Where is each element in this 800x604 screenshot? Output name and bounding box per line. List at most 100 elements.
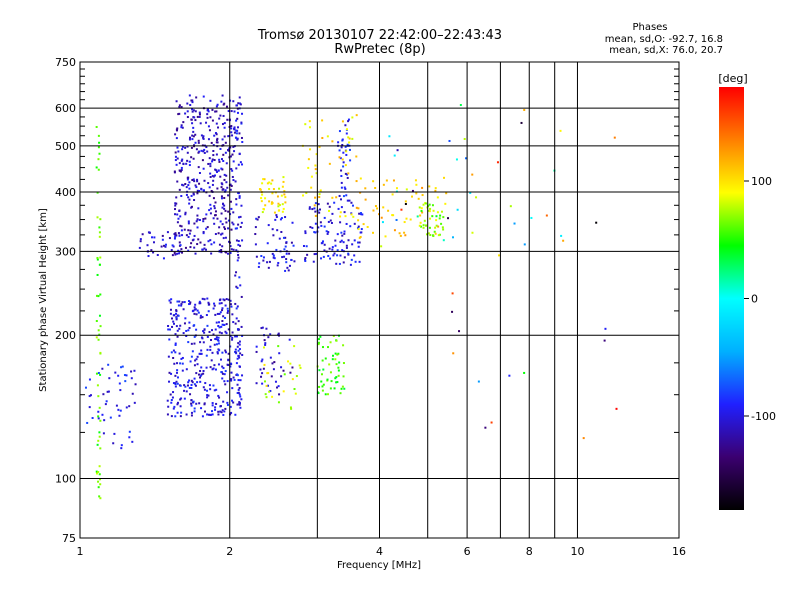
data-point <box>327 220 330 223</box>
colorbar-label: [deg] <box>718 72 747 85</box>
data-point <box>88 406 91 409</box>
data-point <box>193 116 196 119</box>
data-point <box>191 310 194 313</box>
data-point <box>200 352 203 355</box>
data-point <box>226 391 229 394</box>
data-point <box>192 178 195 181</box>
data-point <box>342 375 345 378</box>
data-point <box>216 103 219 106</box>
data-point <box>198 182 201 185</box>
data-point <box>88 378 91 381</box>
data-point <box>278 237 281 240</box>
data-point <box>161 234 164 237</box>
data-point <box>260 327 263 330</box>
data-point <box>266 242 269 245</box>
y-tick-label: 500 <box>55 140 76 153</box>
data-point <box>205 121 208 124</box>
data-point <box>329 387 332 390</box>
data-point <box>357 225 360 228</box>
data-point <box>206 348 209 351</box>
data-point <box>172 391 175 394</box>
data-point <box>440 222 443 225</box>
data-point <box>237 349 240 352</box>
data-point <box>187 184 190 187</box>
data-point <box>118 414 121 417</box>
data-point <box>187 329 190 332</box>
data-point <box>340 181 343 184</box>
data-point <box>240 398 243 401</box>
data-point <box>174 202 177 205</box>
data-point <box>215 133 218 136</box>
data-point <box>214 168 217 171</box>
data-point <box>351 137 354 140</box>
data-point <box>425 224 428 227</box>
data-point <box>91 417 94 420</box>
data-point <box>179 170 182 173</box>
data-point <box>223 173 226 176</box>
data-point <box>212 367 215 370</box>
data-point <box>96 191 99 194</box>
data-point <box>277 385 280 388</box>
data-point <box>178 209 181 212</box>
data-point <box>330 380 333 383</box>
data-point <box>451 292 454 295</box>
data-point <box>97 471 100 474</box>
data-point <box>213 222 216 225</box>
data-point <box>289 406 292 409</box>
data-point <box>340 239 343 242</box>
data-point <box>241 374 244 377</box>
data-point <box>281 210 284 213</box>
data-point <box>271 252 274 255</box>
data-point <box>224 349 227 352</box>
data-point <box>172 407 175 410</box>
data-point <box>222 153 225 156</box>
data-point <box>169 312 172 315</box>
data-point <box>98 235 101 238</box>
data-point <box>176 221 179 224</box>
data-point <box>523 371 526 374</box>
data-point <box>350 213 353 216</box>
data-point <box>278 187 281 190</box>
data-point <box>237 320 240 323</box>
data-point <box>330 221 333 224</box>
data-point <box>341 158 344 161</box>
data-point <box>267 336 270 339</box>
data-point <box>358 241 361 244</box>
data-point <box>211 413 214 416</box>
data-point <box>174 253 177 256</box>
data-point <box>221 409 224 412</box>
data-point <box>281 256 284 259</box>
data-point <box>185 234 188 237</box>
data-point <box>101 367 104 370</box>
data-point <box>284 236 287 239</box>
data-point <box>277 332 280 335</box>
data-point <box>206 324 209 327</box>
data-point <box>321 359 324 362</box>
data-point <box>195 148 198 151</box>
data-point <box>261 382 264 385</box>
data-point <box>312 260 315 263</box>
data-point <box>182 308 185 311</box>
data-point <box>234 322 237 325</box>
data-point <box>222 237 225 240</box>
x-tick-label: 2 <box>226 545 233 558</box>
data-point <box>97 168 100 171</box>
data-point <box>191 101 194 104</box>
data-point <box>235 132 238 135</box>
data-point <box>231 221 234 224</box>
data-point <box>350 212 353 215</box>
data-point <box>205 146 208 149</box>
data-point <box>420 207 423 210</box>
data-point <box>292 244 295 247</box>
data-point <box>314 164 317 167</box>
data-point <box>211 119 214 122</box>
data-point <box>95 166 98 169</box>
data-point <box>97 417 100 420</box>
data-point <box>268 188 271 191</box>
data-point <box>183 301 186 304</box>
data-point <box>235 317 238 320</box>
data-point <box>225 162 228 165</box>
data-point <box>334 244 337 247</box>
data-point <box>176 411 179 414</box>
